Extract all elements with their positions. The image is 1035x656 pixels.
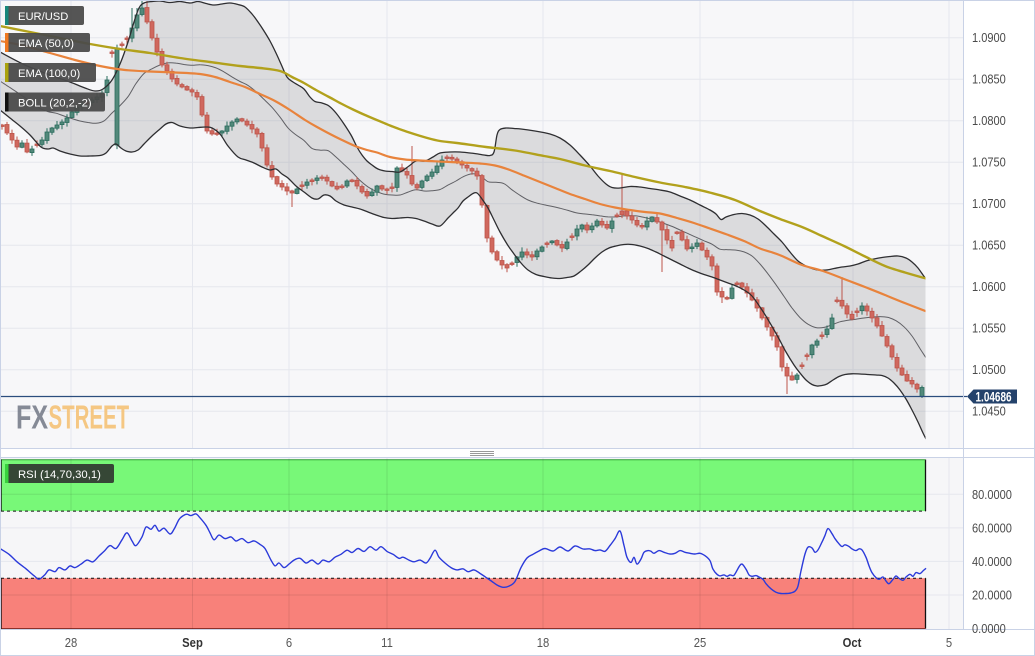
svg-text:Sep: Sep (182, 635, 203, 650)
svg-text:0.0000: 0.0000 (972, 621, 1006, 636)
svg-text:EUR/USD: EUR/USD (18, 11, 68, 23)
svg-text:1.0600: 1.0600 (972, 279, 1006, 294)
svg-text:STREET: STREET (49, 398, 130, 435)
svg-text:1.04686: 1.04686 (976, 389, 1012, 405)
svg-text:1.0550: 1.0550 (972, 321, 1006, 336)
svg-text:EMA (100,0): EMA (100,0) (18, 68, 80, 80)
svg-text:RSI (14,70,30,1): RSI (14,70,30,1) (18, 469, 101, 481)
svg-text:25: 25 (694, 635, 707, 650)
svg-text:Oct: Oct (843, 635, 862, 650)
svg-text:80.0000: 80.0000 (972, 487, 1012, 502)
svg-text:1.0650: 1.0650 (972, 238, 1006, 253)
svg-text:28: 28 (65, 635, 78, 650)
svg-text:6: 6 (286, 635, 293, 650)
svg-text:5: 5 (946, 635, 953, 650)
svg-text:1.0450: 1.0450 (972, 404, 1006, 419)
svg-text:1.0850: 1.0850 (972, 72, 1006, 87)
svg-text:1.0750: 1.0750 (972, 155, 1006, 170)
svg-text:BOLL (20,2,-2): BOLL (20,2,-2) (18, 98, 92, 110)
svg-text:20.0000: 20.0000 (972, 588, 1012, 603)
svg-text:1.0800: 1.0800 (972, 113, 1006, 128)
svg-text:40.0000: 40.0000 (972, 554, 1012, 569)
svg-text:FX: FX (16, 399, 48, 436)
svg-text:EMA (50,0): EMA (50,0) (18, 38, 74, 50)
svg-text:1.0700: 1.0700 (972, 196, 1006, 211)
svg-text:60.0000: 60.0000 (972, 521, 1012, 536)
svg-text:1.0500: 1.0500 (972, 362, 1006, 377)
svg-text:1.0900: 1.0900 (972, 30, 1006, 45)
svg-text:11: 11 (381, 635, 393, 650)
svg-text:18: 18 (537, 635, 550, 650)
